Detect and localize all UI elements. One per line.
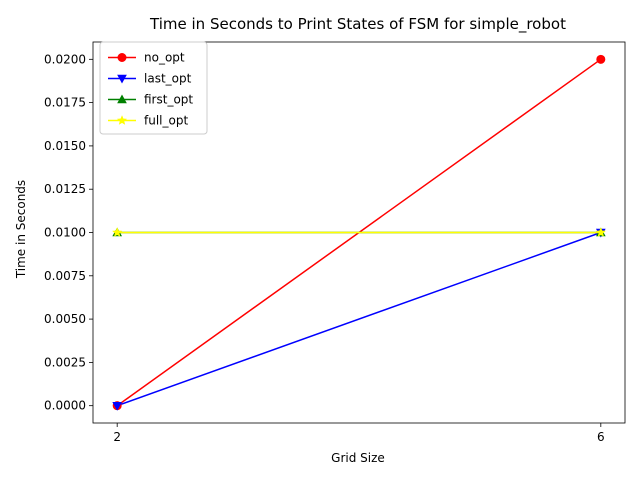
x-axis-label: Grid Size: [331, 451, 385, 465]
legend: no_opt last_opt first_opt full_opt: [99, 41, 208, 135]
series-line-last_opt: [116, 231, 602, 407]
data-point-full_opt-0: [112, 227, 123, 237]
data-point-no_opt-1: [596, 54, 606, 64]
legend-label-full_opt: full_opt: [144, 114, 188, 128]
y-tick-label: 0.0075: [44, 269, 86, 283]
legend-marker-last_opt: [117, 74, 127, 84]
y-tick-label: 0.0175: [44, 96, 86, 110]
y-axis-label: Time in Seconds: [14, 180, 28, 279]
y-tick-label: 0.0200: [44, 52, 86, 66]
y-tick-label: 0.0100: [44, 226, 86, 240]
legend-label-last_opt: last_opt: [144, 72, 192, 86]
data-point-full_opt-1: [595, 227, 606, 237]
x-tick-label: 2: [113, 430, 121, 444]
legend-box: [99, 41, 208, 135]
x-tick-label: 6: [597, 430, 605, 444]
legend-marker-first_opt: [117, 94, 127, 104]
legend-marker-full_opt: [116, 115, 128, 125]
y-tick-label: 0.0050: [44, 312, 86, 326]
y-tick-label: 0.0150: [44, 139, 86, 153]
chart-title: Time in Seconds to Print States of FSM f…: [149, 15, 566, 34]
y-tick-label: 0.0000: [44, 399, 86, 413]
y-tick-label: 0.0125: [44, 182, 86, 196]
data-point-last_opt-0: [112, 401, 123, 411]
plot-area: 2 6 0.0000 0.0025 0.0050 0.0075 0.0100 0.0125 0.…: [44, 41, 626, 444]
legend-label-first_opt: first_opt: [144, 93, 193, 107]
y-tick-label: 0.0025: [44, 355, 86, 369]
legend-marker-no_opt: [117, 53, 127, 62]
legend-label-no_opt: no_opt: [144, 51, 185, 65]
